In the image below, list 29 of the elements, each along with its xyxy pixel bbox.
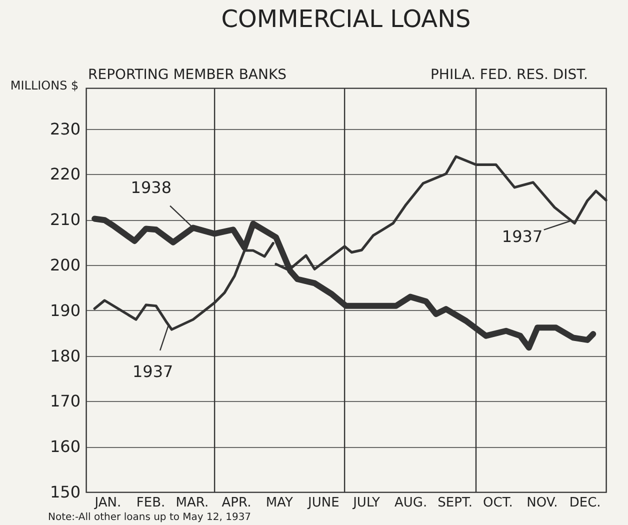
- chart-subtitle: REPORTING MEMBER BANKS: [88, 67, 287, 83]
- annotation: 1937: [502, 227, 543, 246]
- x-tick-label: JAN.: [94, 496, 122, 510]
- x-tick-label: OCT.: [483, 496, 513, 510]
- y-tick-label: 220: [50, 164, 80, 184]
- y-tick-label: 210: [50, 210, 80, 230]
- x-tick-label: MAR.: [176, 496, 209, 510]
- y-tick-label: 160: [50, 437, 80, 456]
- text: Note:-All other loans up to May 12, 1937: [48, 512, 252, 523]
- x-tick-label: AUG.: [394, 496, 428, 510]
- x-tick-label: SEPT.: [438, 496, 472, 510]
- y-tick-label: 190: [50, 300, 80, 320]
- y-tick-label: 170: [50, 392, 80, 411]
- y-tick-label: 200: [50, 256, 80, 275]
- text: PHILA. FED. RES. DIST.: [430, 67, 588, 83]
- x-tick-label: DEC.: [569, 496, 601, 510]
- x-tick-label: NOV.: [526, 496, 558, 510]
- y-tick-label: 180: [50, 346, 80, 366]
- x-tick-label: FEB.: [136, 496, 166, 510]
- x-tick-label: APR.: [222, 496, 252, 510]
- x-tick-label: MAY: [266, 496, 293, 510]
- annotation: 1937: [132, 362, 174, 382]
- x-tick-label: JUNE: [306, 496, 340, 510]
- x-tick-label: JULY: [352, 496, 380, 510]
- y-axis-title: MILLIONS $: [10, 78, 79, 92]
- chart-title: COMMERCIAL LOANS: [221, 5, 471, 33]
- annotation: 1938: [130, 178, 172, 197]
- y-tick-label: 150: [50, 482, 80, 502]
- y-tick-label: 230: [50, 119, 80, 138]
